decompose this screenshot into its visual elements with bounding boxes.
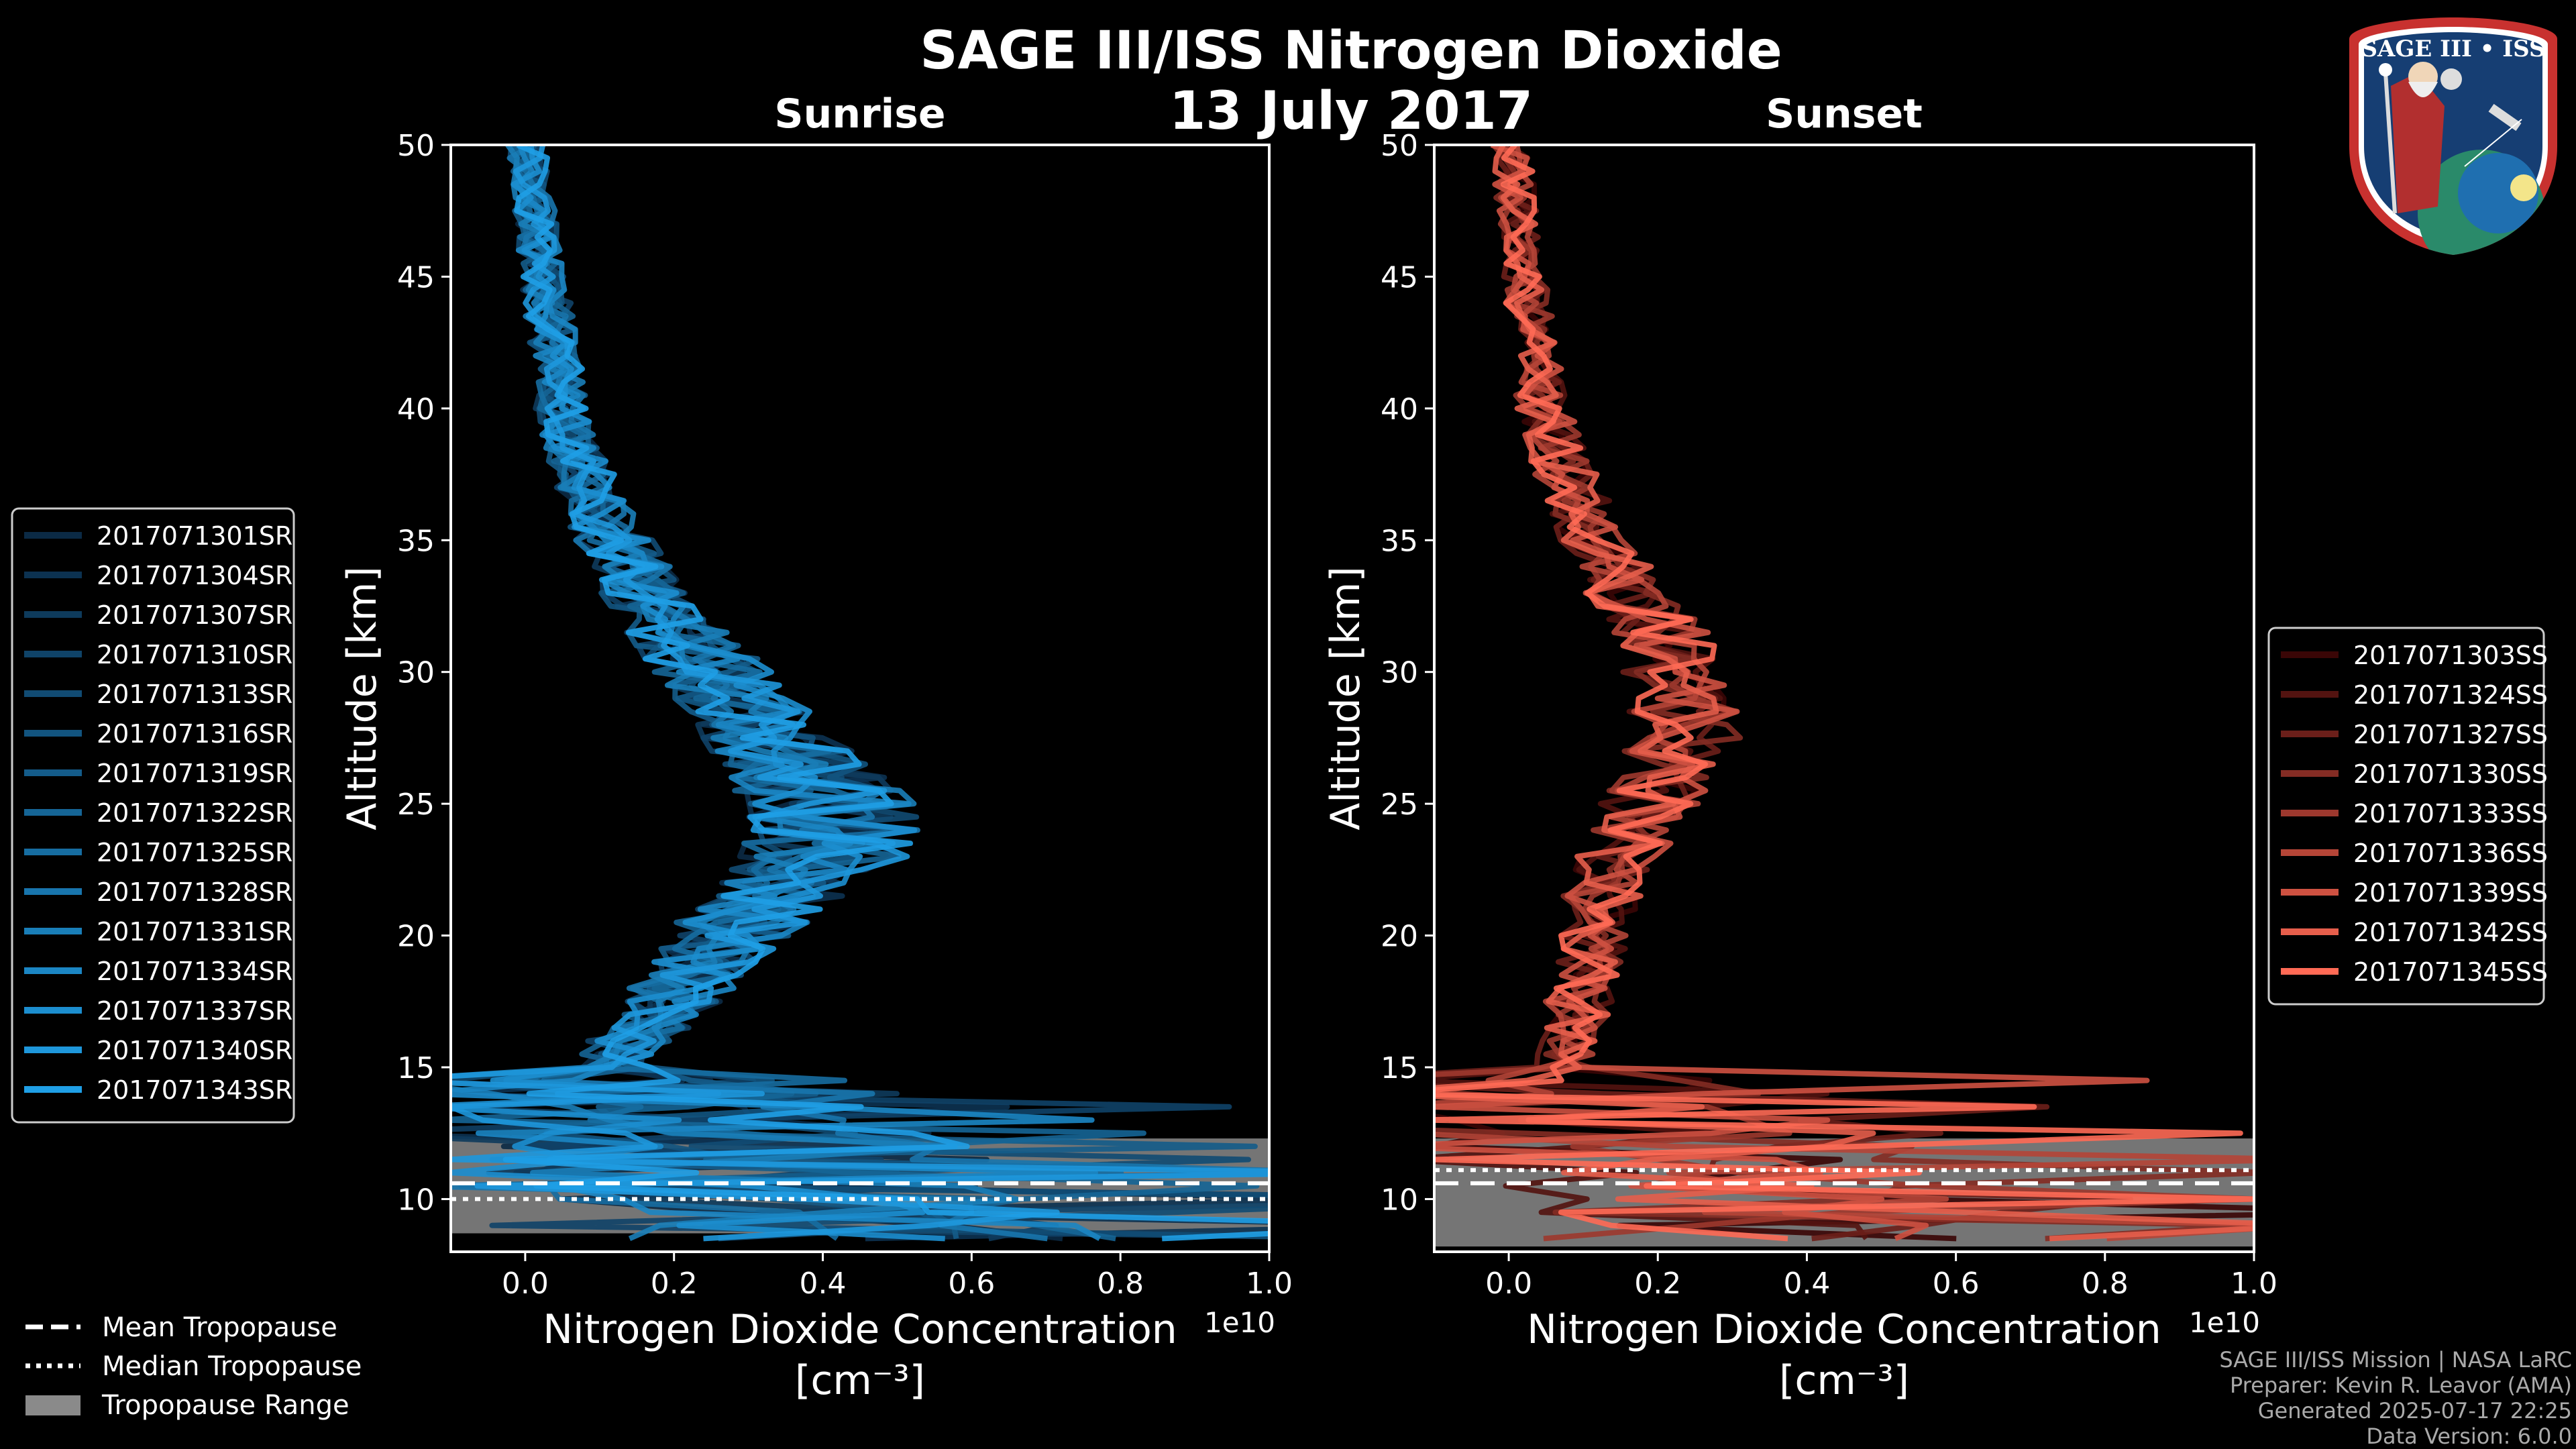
sunset-legend-label: 2017071330SS	[2353, 759, 2548, 789]
sunrise-legend-label: 2017071334SR	[97, 957, 292, 986]
sunset-xtick-label: 1.0	[2231, 1267, 2277, 1301]
sunrise-profile-2017071340SR	[451, 145, 1269, 1242]
sunset-axes-frame	[1433, 144, 2255, 1253]
sunrise-ytick-label: 50	[397, 129, 435, 163]
footer-line: SAGE III/ISS Mission | NASA LaRC	[2219, 1347, 2572, 1373]
sunset-ytick-label: 10	[1381, 1183, 1418, 1217]
sunrise-xtick-label: 1.0	[1246, 1267, 1293, 1301]
sunset-ytick-label: 45	[1381, 260, 1418, 294]
sunset-offset-label: 1e10	[2189, 1306, 2260, 1339]
sunset-legend-label: 2017071339SS	[2353, 878, 2548, 908]
sunrise-profile-2017071343SR	[502, 145, 1269, 1242]
sunrise-legend-label: 2017071304SR	[97, 561, 292, 590]
median-tropopause-label: Median Tropopause	[102, 1351, 362, 1382]
sunrise-ytick-label: 45	[397, 260, 435, 294]
chart-titles: Sunrise Sunset SAGE III/ISS Nitrogen Dioxi…	[774, 21, 1922, 142]
sage-mission-patch-icon: SAGE III • ISS	[2349, 17, 2557, 255]
sunset-xtick-label: 0.8	[2082, 1267, 2129, 1301]
chart-title: SAGE III/ISS Nitrogen Dioxide	[920, 21, 1782, 81]
sunrise-ytick-label: 40	[397, 392, 435, 427]
sunset-profile-2017071345SS	[1434, 145, 2254, 1242]
sunrise-xlabel: Nitrogen Dioxide Concentration	[543, 1306, 1177, 1353]
patch-title: SAGE III • ISS	[2361, 36, 2545, 62]
chart-legends: 2017071301SR 2017071304SR 2017071307SR 2017…	[11, 507, 2548, 1421]
sunrise-legend-label: 2017071331SR	[97, 917, 292, 947]
sunset-xtick-label: 0.0	[1485, 1267, 1532, 1301]
sunrise-legend-label: 2017071328SR	[97, 877, 292, 907]
footer-line: Data Version: 6.0.0	[2366, 1424, 2572, 1449]
sunrise-legend-label: 2017071301SR	[97, 521, 292, 551]
tropopause-range-swatch	[25, 1395, 80, 1415]
sunset-ytick-label: 30	[1381, 656, 1418, 690]
sunset-ytick-label: 25	[1381, 788, 1418, 822]
tropopause-range-label: Tropopause Range	[101, 1390, 350, 1421]
sunset-xlabel-units: [cm⁻³]	[1779, 1357, 1909, 1404]
sunrise-legend-label: 2017071313SR	[97, 680, 292, 709]
sunrise-xtick-label: 0.0	[502, 1267, 549, 1301]
sunset-legend-label: 2017071333SS	[2353, 799, 2548, 828]
sunrise-xtick-label: 0.4	[800, 1267, 847, 1301]
sunrise-legend-label: 2017071343SR	[97, 1075, 292, 1105]
sunrise-legend-label: 2017071319SR	[97, 759, 292, 788]
sunrise-ylabel: Altitude [km]	[339, 566, 386, 830]
sunrise-ytick-label: 35	[397, 524, 435, 558]
sunset-plot-content	[1434, 145, 2254, 1247]
sunset-ytick-label: 15	[1381, 1051, 1418, 1085]
sunset-legend-label: 2017071336SS	[2353, 839, 2548, 868]
sunrise-ytick-label: 20	[397, 920, 435, 954]
sunset-ytick-label: 20	[1381, 920, 1418, 954]
sunrise-offset-label: 1e10	[1204, 1306, 1275, 1339]
sunset-xtick-label: 0.4	[1783, 1267, 1830, 1301]
sunrise-legend-label: 2017071322SR	[97, 798, 292, 828]
footer-line: Generated 2025-07-17 22:25	[2258, 1398, 2572, 1424]
sunset-subtitle: Sunset	[1766, 91, 1923, 138]
sunrise-legend-box	[11, 507, 295, 1124]
sunset-ytick-label: 40	[1381, 392, 1418, 427]
sunrise-ytick-label: 10	[397, 1183, 435, 1217]
sunrise-legend-label: 2017071325SR	[97, 838, 292, 867]
sunset-xtick-label: 0.6	[1933, 1267, 1980, 1301]
sunrise-legend-label: 2017071307SR	[97, 600, 292, 630]
footer-credits: SAGE III/ISS Mission | NASA LaRCPreparer…	[2219, 1347, 2572, 1449]
sunset-legend-label: 2017071324SS	[2353, 680, 2548, 710]
sunrise-panel: 0.0 0.2 0.4 0.6 0.8 1.0 10 15 20 25 30 35 40 45 50 1e10…	[339, 129, 1293, 1404]
sunrise-ytick-label: 30	[397, 656, 435, 690]
mean-tropopause-label: Mean Tropopause	[102, 1312, 337, 1343]
sunset-ylabel: Altitude [km]	[1322, 566, 1369, 830]
sunrise-legend-label: 2017071337SR	[97, 996, 292, 1026]
sunrise-plot-content	[451, 145, 1269, 1242]
sunset-legend-label: 2017071342SS	[2353, 918, 2548, 947]
sunrise-legend-label: 2017071310SR	[97, 640, 292, 669]
sunset-xtick-label: 0.2	[1634, 1267, 1681, 1301]
sunset-panel: 0.0 0.2 0.4 0.6 0.8 1.0 10 15 20 25 30 35 40 45 50 1e10…	[1322, 129, 2277, 1404]
sunrise-ytick-label: 15	[397, 1051, 435, 1085]
footer-line: Preparer: Kevin R. Leavor (AMA)	[2230, 1373, 2572, 1398]
sunrise-xtick-label: 0.6	[948, 1267, 995, 1301]
sunrise-xtick-label: 0.2	[651, 1267, 698, 1301]
sunrise-legend-label: 2017071316SR	[97, 719, 292, 749]
sunrise-xlabel-units: [cm⁻³]	[795, 1357, 925, 1404]
sunset-ytick-label: 50	[1381, 129, 1418, 163]
sunset-xlabel: Nitrogen Dioxide Concentration	[1527, 1306, 2161, 1353]
chart-date: 13 July 2017	[1169, 81, 1533, 142]
sunrise-axes-frame	[449, 144, 1271, 1253]
sunset-legend-label: 2017071327SS	[2353, 720, 2548, 749]
sunrise-legend-label: 2017071340SR	[97, 1036, 292, 1065]
sunrise-subtitle: Sunrise	[774, 91, 945, 138]
sunset-ytick-label: 35	[1381, 524, 1418, 558]
sunrise-xtick-label: 0.8	[1097, 1267, 1144, 1301]
sunset-legend-box	[2267, 627, 2545, 1006]
sunset-legend-label: 2017071303SS	[2353, 641, 2548, 670]
sunset-legend-label: 2017071345SS	[2353, 957, 2548, 987]
sunrise-ytick-label: 25	[397, 788, 435, 822]
